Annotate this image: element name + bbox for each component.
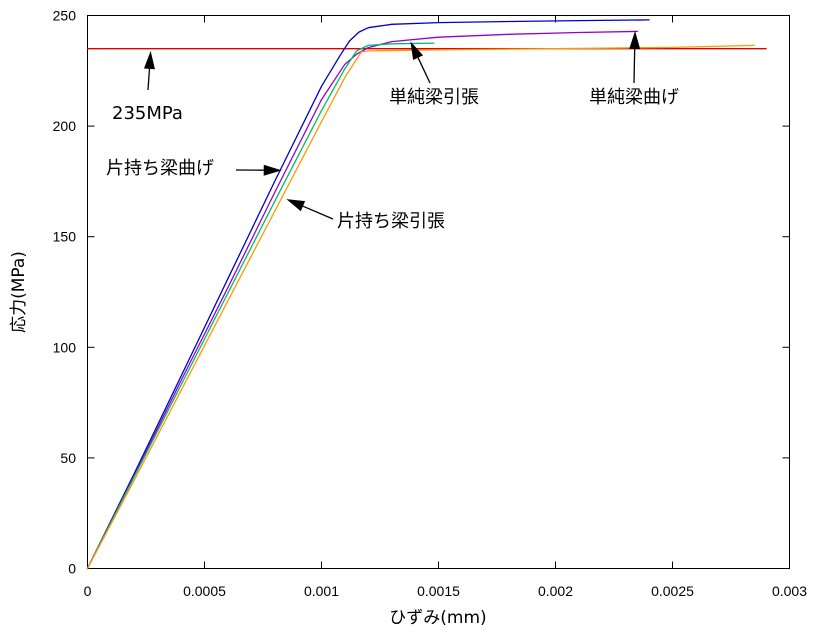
annotation-arrowhead (143, 50, 155, 70)
x-tick-label: 0.001 (304, 583, 339, 599)
series-line (86, 19, 650, 570)
x-axis-title: ひずみ(mm) (389, 608, 486, 628)
annotation-label-katamochi-hiki: 片持ち梁引張 (337, 211, 445, 232)
annotation-arrowhead (410, 41, 424, 61)
y-axis-ticks: 0 50 100 150 200 250 (53, 8, 790, 577)
annotation-label-tanjun-mage: 単純梁曲げ (589, 87, 679, 108)
y-axis-title: 応力(MPa) (9, 251, 29, 333)
annotation-label-tanjun-hiki: 単純梁引張 (389, 87, 479, 108)
annotation-arrow-shaft (633, 48, 636, 84)
x-tick-label: 0.0025 (651, 583, 694, 599)
y-tick-label: 0 (68, 561, 76, 577)
y-tick-label: 250 (53, 8, 77, 24)
x-tick-label: 0.0015 (417, 583, 460, 599)
x-tick-label: 0.0005 (183, 583, 226, 599)
annotation-arrow-shaft (147, 68, 151, 91)
y-tick-label: 50 (60, 450, 76, 466)
annotation-arrowhead (286, 199, 306, 212)
x-tick-label: 0.003 (772, 583, 807, 599)
annotation-label-katamochi-mage: 片持ち梁曲げ (106, 158, 214, 179)
y-tick-label: 200 (53, 118, 77, 134)
series-line (86, 44, 756, 570)
x-axis-ticks: 0 0.0005 0.001 0.0015 0.002 0.0025 0.003 (84, 15, 807, 599)
annotation-arrow-shaft (417, 57, 431, 84)
y-tick-label: 100 (53, 339, 77, 355)
series-layer (86, 19, 767, 570)
y-tick-label: 150 (53, 229, 77, 245)
series-line (86, 42, 435, 570)
annotation-arrow-shaft (302, 205, 334, 220)
x-tick-label: 0 (84, 583, 92, 599)
x-tick-label: 0.002 (538, 583, 573, 599)
annotation-label-235mpa: 235MPa (112, 103, 183, 124)
annotation-arrowhead (263, 164, 282, 176)
annotation-arrowhead (629, 30, 641, 50)
